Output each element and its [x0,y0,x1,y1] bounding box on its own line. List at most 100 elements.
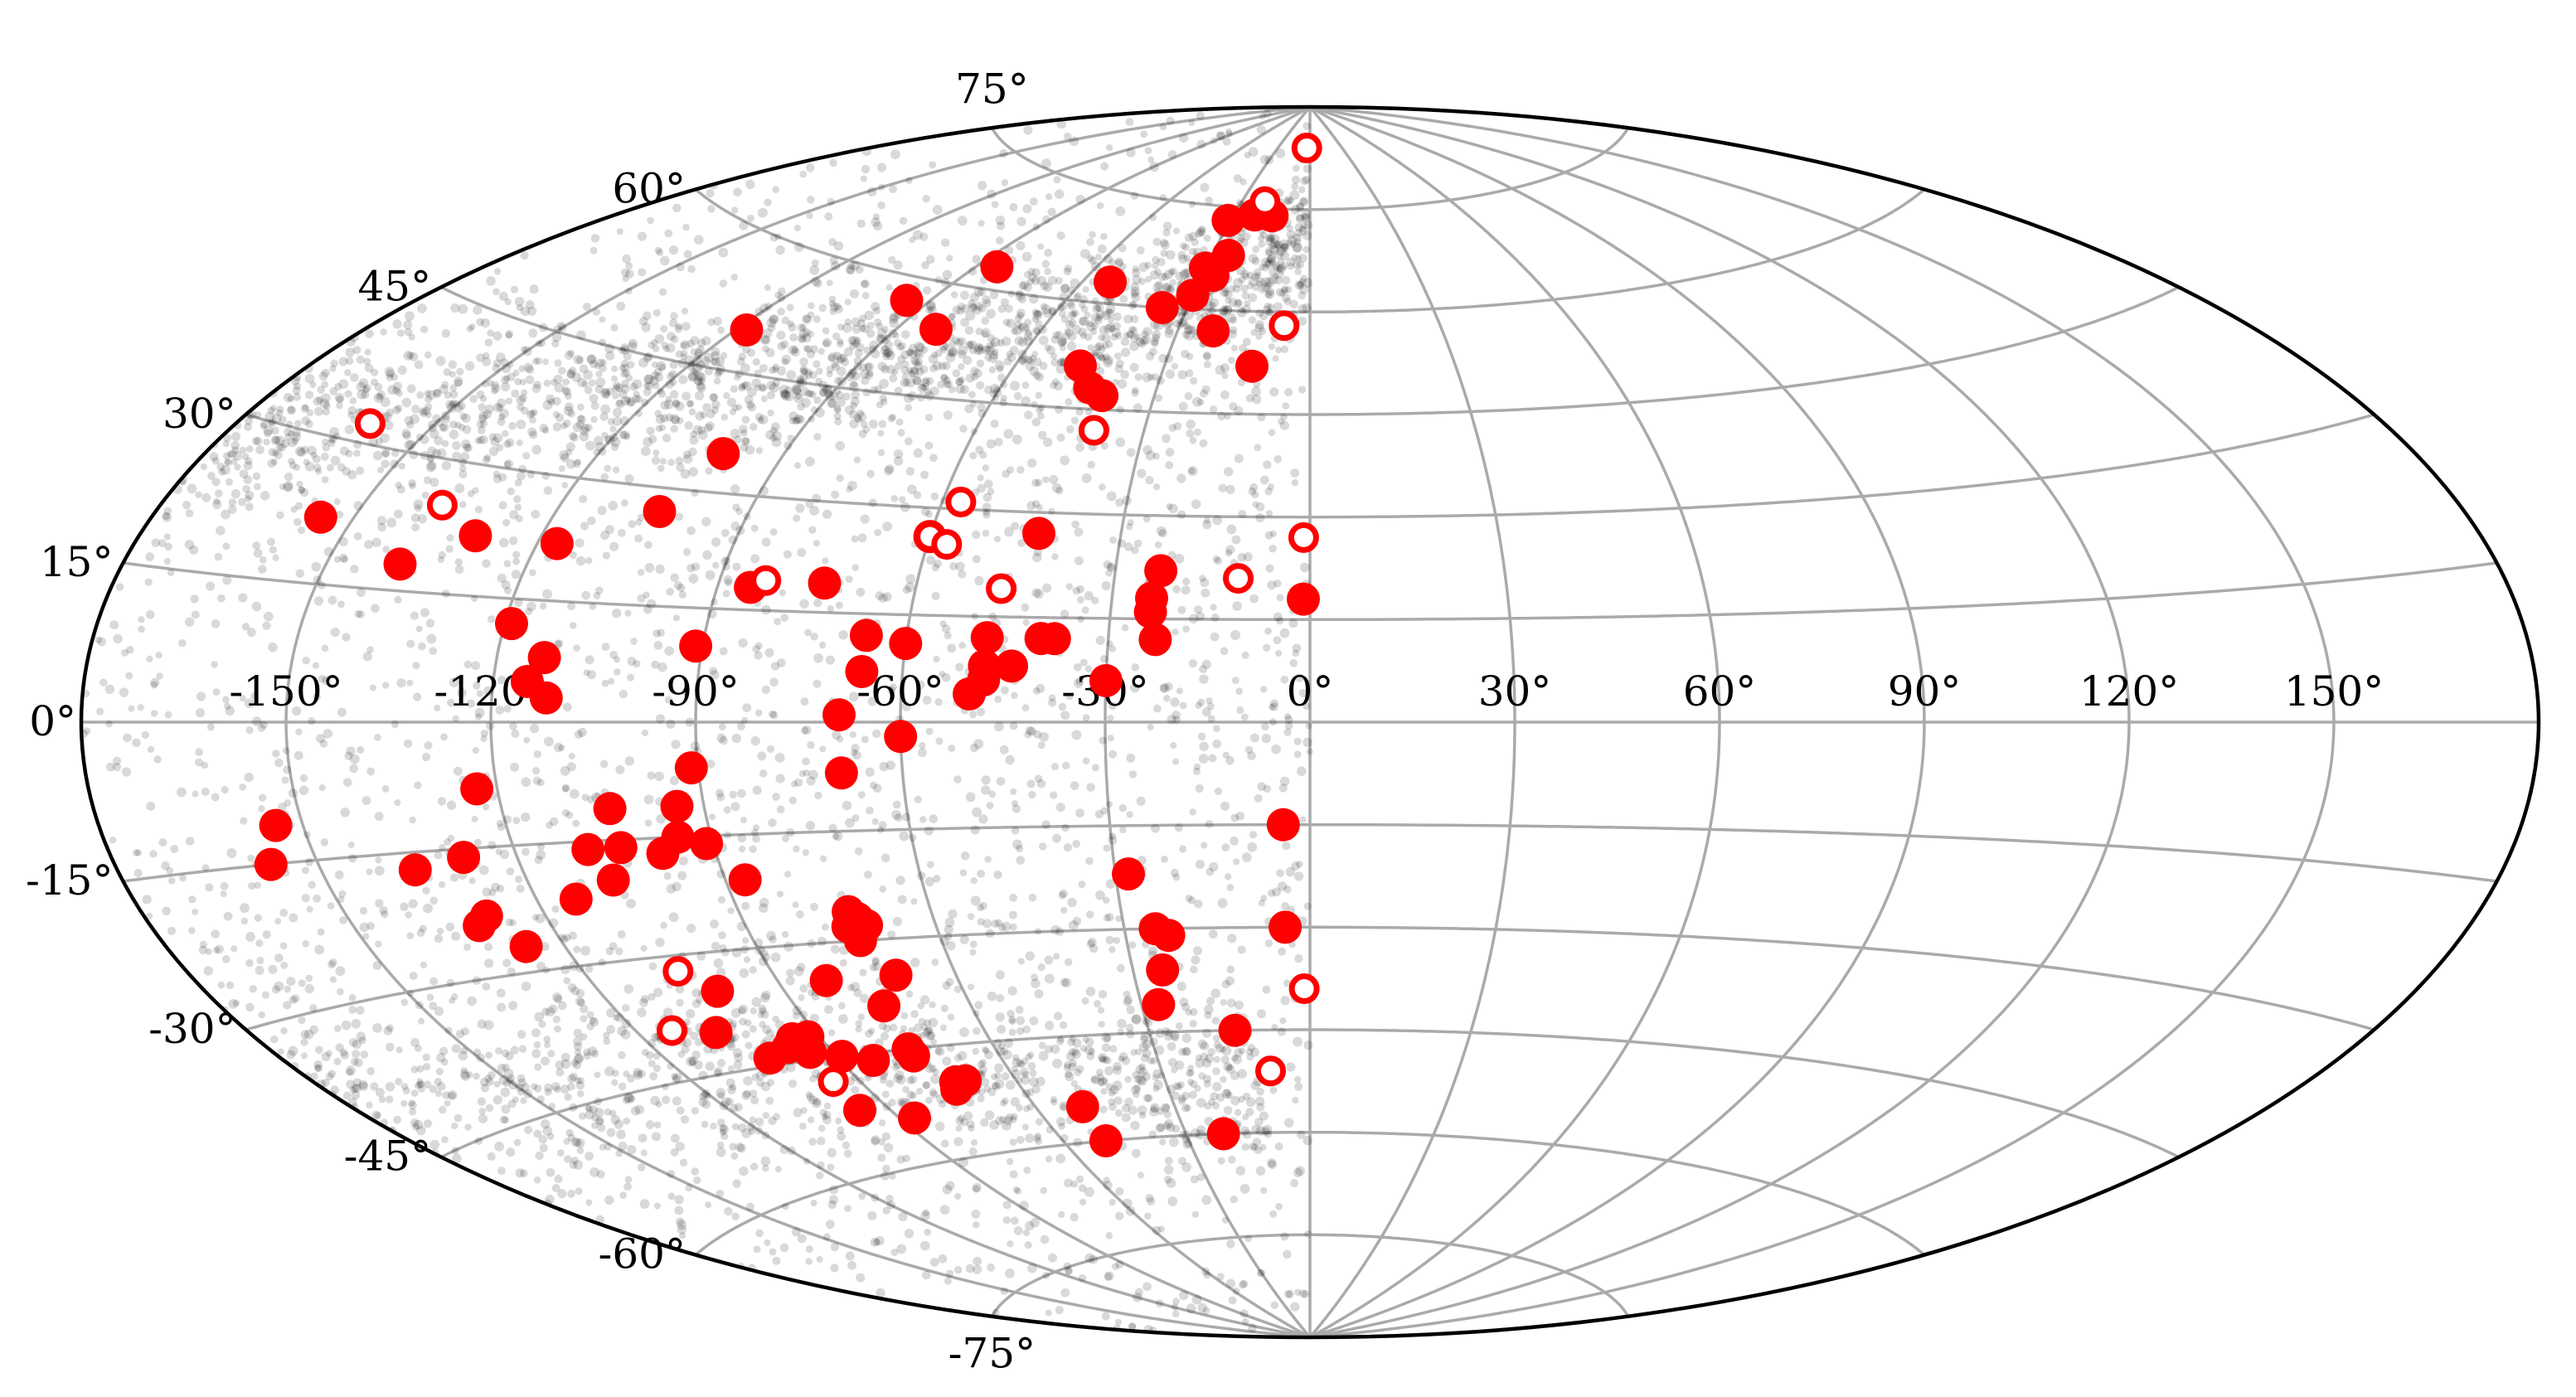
background-point [953,1137,963,1147]
background-point [754,945,765,955]
background-point [919,365,929,374]
background-point [637,1007,647,1017]
background-point [410,513,420,522]
background-point [892,800,901,809]
background-point [889,374,898,383]
background-point [416,929,425,938]
background-point [524,1125,533,1134]
background-point [882,1164,890,1173]
background-point [1226,1239,1235,1249]
background-point [427,455,434,463]
background-point [348,1005,357,1014]
background-point [225,706,235,716]
background-point [1088,1048,1095,1055]
background-point [391,373,398,381]
background-point [1142,444,1152,455]
background-point [211,619,221,628]
background-point [995,236,1004,245]
background-point [1120,347,1131,357]
background-point [1025,1220,1035,1231]
background-point [609,650,619,659]
background-point [1041,158,1051,169]
background-point [686,1009,696,1019]
background-point [601,431,609,439]
background-point [1233,174,1242,183]
background-point [541,1056,551,1066]
background-point [105,720,113,728]
background-point [562,419,571,428]
background-point [200,463,207,470]
background-point [986,308,997,319]
background-point [759,769,768,778]
background-point [806,212,813,220]
background-point [496,398,507,408]
background-point [851,317,861,327]
background-point [1078,1273,1087,1283]
background-point [1264,487,1273,496]
background-point [559,449,570,460]
background-point [567,410,575,418]
background-point [652,449,660,457]
background-point [891,368,899,376]
background-point [805,1244,813,1254]
background-point [396,329,405,337]
background-point [145,609,155,619]
background-point [1274,1142,1283,1151]
background-point [437,555,444,564]
background-point [279,909,289,917]
background-point [1192,396,1202,407]
background-point [993,536,1002,543]
background-point [638,513,645,521]
background-point [732,562,741,571]
background-point [688,371,698,381]
background-point [691,488,699,497]
background-point [1226,965,1235,974]
background-point [955,561,965,571]
background-point [897,895,907,905]
background-point [856,587,866,597]
background-point [478,403,487,411]
background-point [1225,545,1235,555]
background-point [838,629,848,640]
background-point [1289,659,1298,667]
background-point [939,1024,948,1031]
background-point [820,855,827,862]
background-point [322,438,329,446]
background-point [1106,491,1117,502]
background-point [1140,130,1148,138]
background-point [239,783,247,791]
background-point [1105,143,1113,152]
background-point [1022,204,1032,214]
background-point [730,385,738,393]
background-point [905,404,913,412]
background-point [1186,419,1196,429]
background-point [298,486,306,493]
background-point [626,1074,635,1083]
background-point [1013,1225,1023,1235]
background-point [766,930,776,941]
background-point [546,1133,555,1141]
background-point [496,884,505,893]
background-point [366,1101,373,1109]
background-point [496,819,504,827]
background-point [731,1212,740,1221]
background-point [1257,1268,1264,1277]
background-point [1035,391,1042,400]
background-point [583,370,593,380]
background-point [1176,982,1186,992]
background-point [353,1058,363,1068]
background-point [585,556,593,565]
background-point [482,887,492,897]
background-point [1175,1022,1183,1031]
background-point [1299,816,1307,823]
background-point [507,1099,517,1108]
background-point [769,233,779,242]
background-point [646,426,655,436]
background-point [1023,324,1031,332]
background-point [290,506,298,513]
background-point [226,981,235,989]
background-point [1129,362,1139,372]
background-point [558,465,565,473]
background-point [681,308,689,315]
background-point [844,405,855,415]
